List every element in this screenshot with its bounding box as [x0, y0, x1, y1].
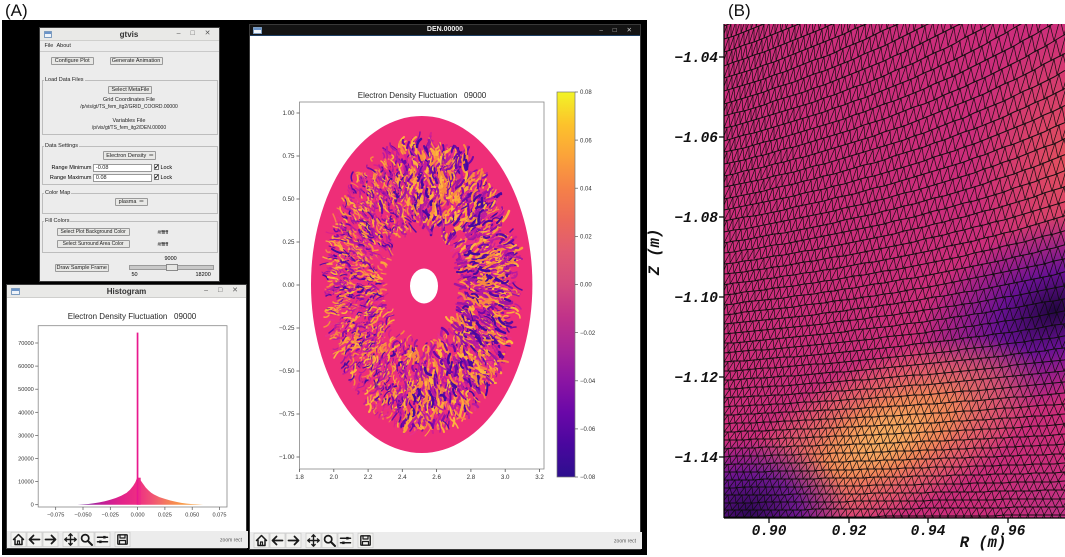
svg-text:0.92: 0.92 [832, 524, 867, 540]
svg-text:R (m): R (m) [960, 534, 1007, 552]
svg-text:−1.06: −1.06 [674, 131, 718, 147]
svg-text:−0.25: −0.25 [279, 325, 295, 332]
svg-text:−0.02: −0.02 [580, 331, 596, 337]
svg-text:−0.08: −0.08 [580, 475, 596, 481]
svg-text:20000: 20000 [18, 457, 34, 463]
svg-text:−1.04: −1.04 [674, 51, 718, 67]
svg-text:Electron Density Fluctuation: Electron Density Fluctuation 09000 [68, 312, 197, 321]
svg-text:30000: 30000 [18, 433, 34, 439]
svg-text:0.90: 0.90 [752, 524, 787, 540]
svg-text:0.50: 0.50 [282, 196, 295, 203]
svg-text:0.75: 0.75 [282, 153, 295, 160]
svg-text:0.04: 0.04 [580, 186, 592, 192]
svg-text:Z (m): Z (m) [646, 229, 664, 277]
svg-text:1.8: 1.8 [295, 474, 304, 481]
svg-text:0.000: 0.000 [131, 513, 145, 519]
svg-text:0.00: 0.00 [580, 283, 592, 289]
svg-text:−0.75: −0.75 [279, 411, 295, 418]
svg-text:−0.025: −0.025 [102, 513, 119, 519]
svg-text:0.075: 0.075 [213, 513, 227, 519]
svg-text:1.00: 1.00 [282, 110, 295, 117]
svg-text:70000: 70000 [18, 341, 34, 347]
svg-text:Electron Density Fluctuation: Electron Density Fluctuation 09000 [358, 91, 487, 100]
svg-text:−1.10: −1.10 [674, 291, 718, 307]
svg-text:0.96: 0.96 [991, 524, 1026, 540]
svg-text:0.06: 0.06 [580, 138, 592, 144]
svg-text:2.8: 2.8 [467, 474, 476, 481]
svg-text:0.94: 0.94 [911, 524, 946, 540]
svg-text:2.2: 2.2 [364, 474, 373, 481]
svg-text:60000: 60000 [18, 364, 34, 370]
svg-text:−0.50: −0.50 [279, 368, 295, 375]
svg-text:3.0: 3.0 [501, 474, 510, 481]
svg-text:0.02: 0.02 [580, 235, 592, 241]
svg-text:−1.12: −1.12 [674, 371, 718, 387]
svg-text:zoom rect: zoom rect [220, 538, 243, 544]
svg-text:0.00: 0.00 [282, 282, 295, 289]
svg-text:zoom rect: zoom rect [614, 539, 637, 545]
svg-text:2.0: 2.0 [329, 474, 338, 481]
svg-text:0.25: 0.25 [282, 239, 295, 246]
svg-text:0.050: 0.050 [185, 513, 199, 519]
svg-text:−1.00: −1.00 [279, 454, 295, 461]
svg-text:−0.075: −0.075 [47, 513, 64, 519]
svg-text:3.2: 3.2 [535, 474, 544, 481]
svg-text:2.4: 2.4 [398, 474, 407, 481]
svg-text:50000: 50000 [18, 387, 34, 393]
svg-text:2.6: 2.6 [432, 474, 441, 481]
svg-text:−0.06: −0.06 [580, 427, 596, 433]
svg-text:0.025: 0.025 [158, 513, 172, 519]
svg-text:−1.14: −1.14 [674, 451, 718, 467]
svg-text:10000: 10000 [18, 480, 34, 486]
svg-text:−0.050: −0.050 [74, 513, 91, 519]
svg-text:0.08: 0.08 [580, 90, 592, 96]
svg-text:40000: 40000 [18, 410, 34, 416]
svg-text:−0.04: −0.04 [580, 379, 596, 385]
svg-text:−1.08: −1.08 [674, 211, 718, 227]
svg-text:0: 0 [31, 503, 34, 509]
